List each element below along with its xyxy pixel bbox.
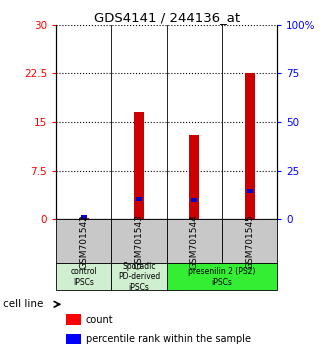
Bar <box>66 314 81 325</box>
Text: control
IPSCs: control IPSCs <box>70 267 97 286</box>
Bar <box>112 219 167 263</box>
Text: presenilin 2 (PS2)
iPSCs: presenilin 2 (PS2) iPSCs <box>188 267 256 286</box>
Bar <box>56 219 112 263</box>
Bar <box>167 219 222 263</box>
Bar <box>167 263 277 290</box>
Text: GSM701542: GSM701542 <box>79 214 88 269</box>
Text: GSM701543: GSM701543 <box>135 214 144 269</box>
Bar <box>136 197 142 201</box>
Bar <box>189 135 199 219</box>
Bar <box>245 73 254 219</box>
Bar <box>191 198 197 202</box>
Text: cell line: cell line <box>3 299 44 309</box>
Bar <box>79 217 89 219</box>
Bar <box>81 215 87 218</box>
Bar <box>112 263 167 290</box>
Text: count: count <box>86 315 114 325</box>
Bar <box>134 113 144 219</box>
Title: GDS4141 / 244136_at: GDS4141 / 244136_at <box>94 11 240 24</box>
Text: GSM701545: GSM701545 <box>245 214 254 269</box>
Text: Sporadic
PD-derived
iPSCs: Sporadic PD-derived iPSCs <box>118 262 160 292</box>
Bar <box>247 189 252 193</box>
Bar <box>222 219 277 263</box>
Bar <box>66 333 81 344</box>
Bar <box>56 263 112 290</box>
Text: percentile rank within the sample: percentile rank within the sample <box>86 334 251 344</box>
Text: GSM701544: GSM701544 <box>190 214 199 269</box>
